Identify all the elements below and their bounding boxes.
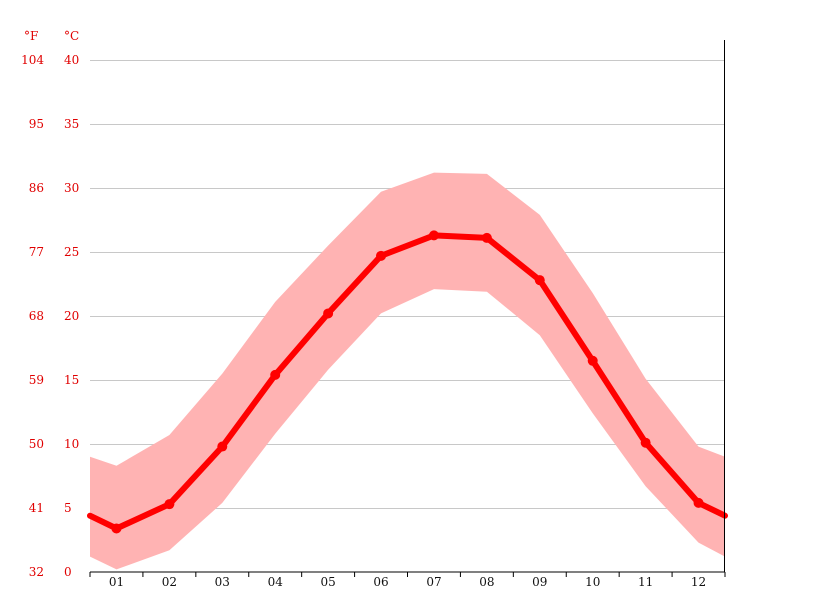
mean-point bbox=[693, 497, 704, 508]
y-tick-label-f: 95 bbox=[29, 117, 44, 131]
x-axis-ticks: 01 02 03 04 05 06 07 08 09 10 11 12 bbox=[89, 572, 726, 589]
x-tick-label: 04 bbox=[268, 575, 284, 589]
y-tick-label-c: 0 bbox=[64, 565, 72, 579]
x-tick-label: 05 bbox=[320, 575, 335, 589]
x-tick-label: 06 bbox=[373, 575, 388, 589]
x-tick-label: 08 bbox=[479, 575, 494, 589]
x-tick-label: 09 bbox=[532, 575, 547, 589]
y-axis-ticks: 32 0 41 5 50 10 59 15 68 20 77 25 86 30 95 35 104 40 bbox=[21, 53, 79, 579]
mean-point bbox=[111, 523, 122, 534]
y-tick-label-c: 15 bbox=[64, 373, 79, 387]
y-tick-label-f: 104 bbox=[21, 53, 44, 67]
y-tick-label-c: 20 bbox=[64, 309, 79, 323]
y-tick-label-c: 10 bbox=[64, 437, 79, 451]
x-tick-label: 12 bbox=[691, 575, 706, 589]
celsius-unit-label: °C bbox=[64, 29, 79, 43]
y-tick-label-c: 40 bbox=[64, 53, 79, 67]
y-tick-label-c: 35 bbox=[64, 117, 79, 131]
mean-temperature-line bbox=[87, 232, 728, 532]
mean-point bbox=[587, 355, 598, 366]
y-tick-label-f: 59 bbox=[29, 373, 44, 387]
mean-point bbox=[217, 441, 228, 452]
y-tick-label-c: 30 bbox=[64, 181, 79, 195]
y-tick-label-f: 68 bbox=[29, 309, 44, 323]
y-tick-label-f: 77 bbox=[29, 245, 44, 259]
x-tick-label: 10 bbox=[585, 575, 600, 589]
y-tick-label-f: 50 bbox=[29, 437, 44, 451]
y-tick-label-f: 41 bbox=[29, 501, 44, 515]
mean-point bbox=[270, 369, 281, 380]
x-tick-label: 11 bbox=[638, 575, 653, 589]
x-tick-label: 02 bbox=[162, 575, 177, 589]
mean-point bbox=[640, 437, 651, 448]
mean-point bbox=[534, 275, 545, 286]
mean-point bbox=[428, 230, 439, 241]
x-tick-label: 07 bbox=[426, 575, 441, 589]
y-tick-label-f: 86 bbox=[29, 181, 44, 195]
mean-temperature-points bbox=[111, 230, 704, 534]
x-tick-label: 03 bbox=[215, 575, 230, 589]
mean-point bbox=[164, 499, 175, 510]
y-tick-label-c: 25 bbox=[64, 245, 79, 259]
y-tick-label-f: 32 bbox=[29, 565, 44, 579]
mean-point bbox=[481, 232, 492, 243]
y-tick-label-c: 5 bbox=[64, 501, 72, 515]
fahrenheit-unit-label: °F bbox=[24, 29, 38, 43]
mean-point bbox=[323, 308, 334, 319]
temperature-range-band bbox=[90, 172, 725, 570]
mean-point bbox=[376, 250, 387, 261]
x-tick-label: 01 bbox=[109, 575, 124, 589]
